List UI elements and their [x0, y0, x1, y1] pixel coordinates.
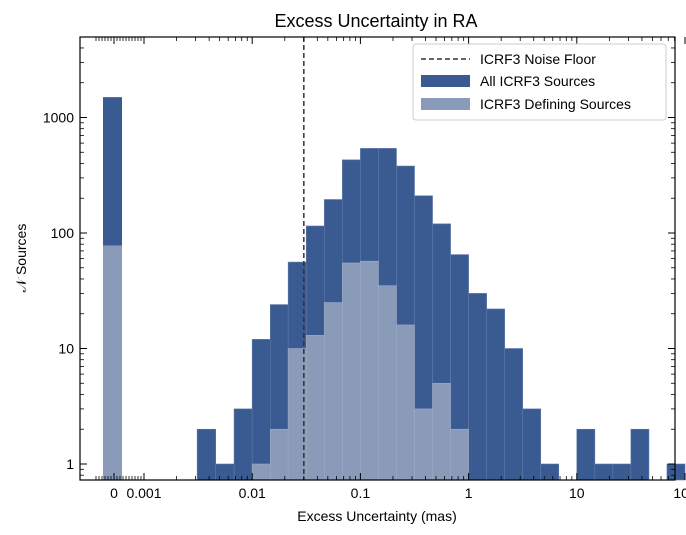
bar-all-22 [594, 463, 614, 481]
x-tick-label: 0.01 [239, 485, 266, 501]
bar-defining-9 [360, 260, 379, 481]
x-axis-label: Excess Uncertainty (mas) [297, 508, 456, 524]
bar-defining-zero [103, 245, 122, 480]
y-tick-label: 1 [66, 456, 74, 472]
bar-all-16 [486, 308, 505, 481]
bar-all-0 [196, 428, 217, 481]
bar-all-21 [576, 428, 596, 481]
bar-defining-8 [342, 262, 361, 481]
legend-all-sources-label: All ICRF3 Sources [480, 73, 595, 89]
bar-defining-4 [270, 428, 289, 481]
legend: ICRF3 Noise Floor All ICRF3 Sources ICRF… [412, 43, 667, 121]
bar-defining-12 [414, 408, 433, 481]
bar-all-24 [630, 428, 650, 481]
bar-all-3 [251, 339, 271, 481]
x-tick-label: 0.001 [126, 485, 161, 501]
y-tick-label: 1000 [43, 110, 74, 126]
bar-defining-6 [305, 335, 325, 481]
legend-noise-floor-label: ICRF3 Noise Floor [480, 51, 596, 67]
bar-all-1 [215, 463, 235, 481]
x-tick-label: 0.1 [351, 485, 371, 501]
bar-defining-10 [378, 285, 397, 481]
y-tick-label: 100 [51, 225, 75, 241]
chart-title: Excess Uncertainty in RA [274, 11, 477, 31]
y-axis-label: 𝒩 Sources [13, 224, 29, 293]
bar-all-18 [522, 408, 542, 481]
x-tick-label: 0 [110, 485, 118, 501]
bar-all-2 [233, 408, 253, 481]
x-tick-label: 100 [673, 485, 686, 501]
bar-all-26 [666, 463, 686, 481]
bar-defining-13 [432, 382, 451, 481]
bar-all-19 [540, 463, 560, 481]
legend-defining-sources-swatch [421, 98, 470, 110]
bar-defining-14 [450, 428, 469, 481]
bar-all-15 [468, 293, 487, 481]
bar-defining-3 [251, 463, 271, 481]
x-tick-label: 10 [569, 485, 585, 501]
legend-box [412, 43, 667, 121]
legend-all-sources-swatch [421, 75, 470, 87]
x-tick-label: 1 [465, 485, 473, 501]
legend-defining-sources-label: ICRF3 Defining Sources [480, 96, 631, 112]
y-tick-label: 10 [58, 341, 74, 357]
bar-all-17 [504, 348, 524, 481]
bars-defining-sources [103, 245, 469, 481]
x-axis-ticks: 0 0.001 0.01 0.1 1 10 100 [95, 37, 686, 501]
bar-defining-11 [396, 324, 415, 481]
y-axis-ticks: 1 10 100 1000 [43, 47, 675, 476]
bar-defining-7 [324, 302, 343, 481]
